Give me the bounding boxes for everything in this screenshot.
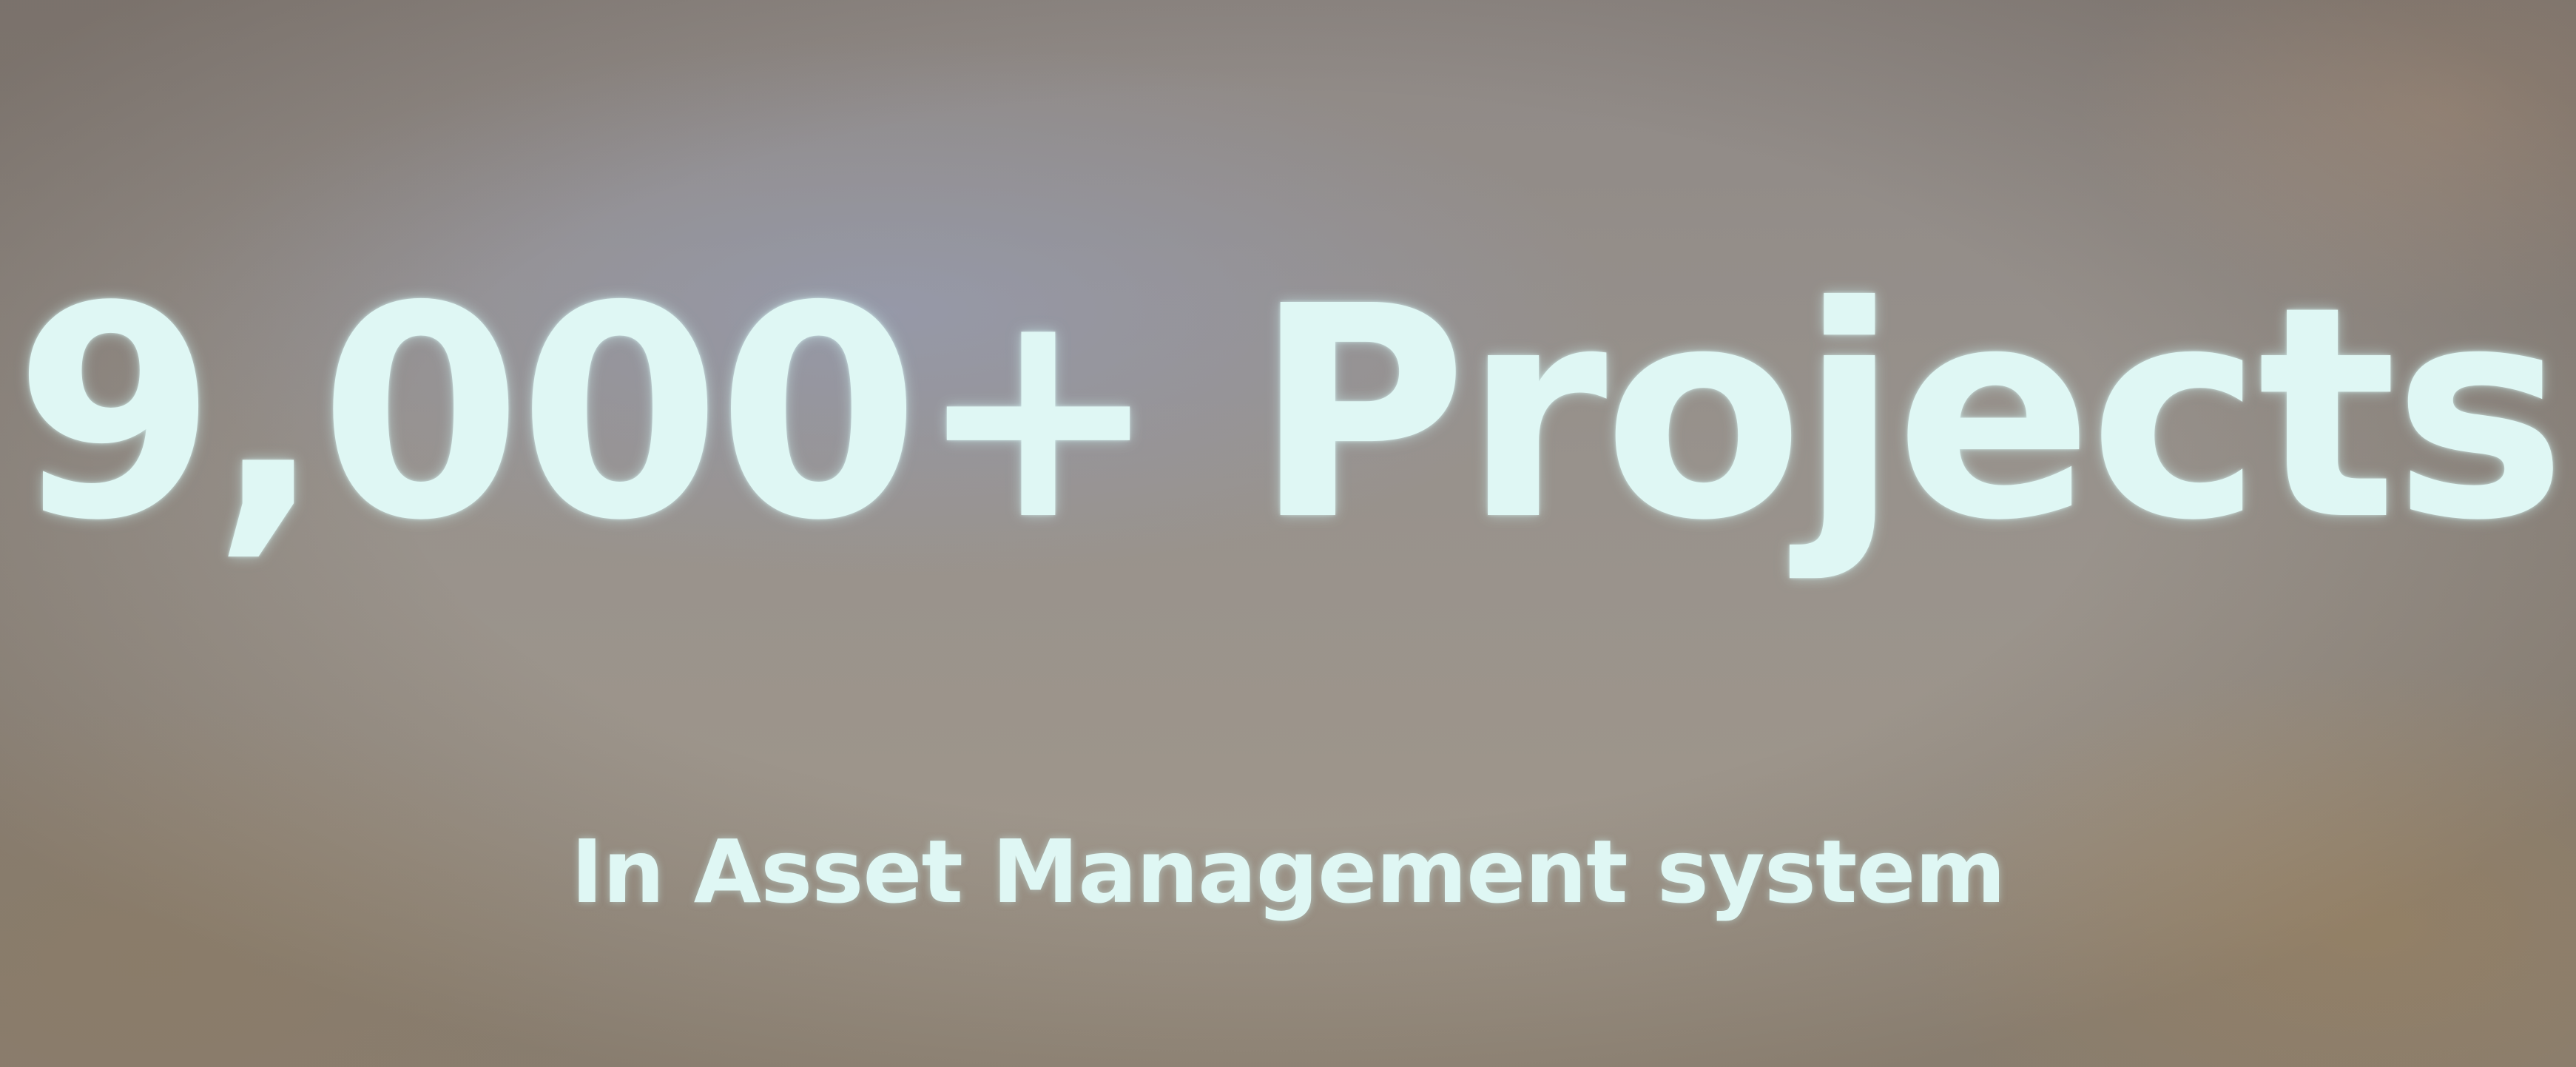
slide-subheadline: In Asset Management system (570, 821, 2006, 923)
slide-headline: 9,000+ Projects (13, 244, 2567, 585)
